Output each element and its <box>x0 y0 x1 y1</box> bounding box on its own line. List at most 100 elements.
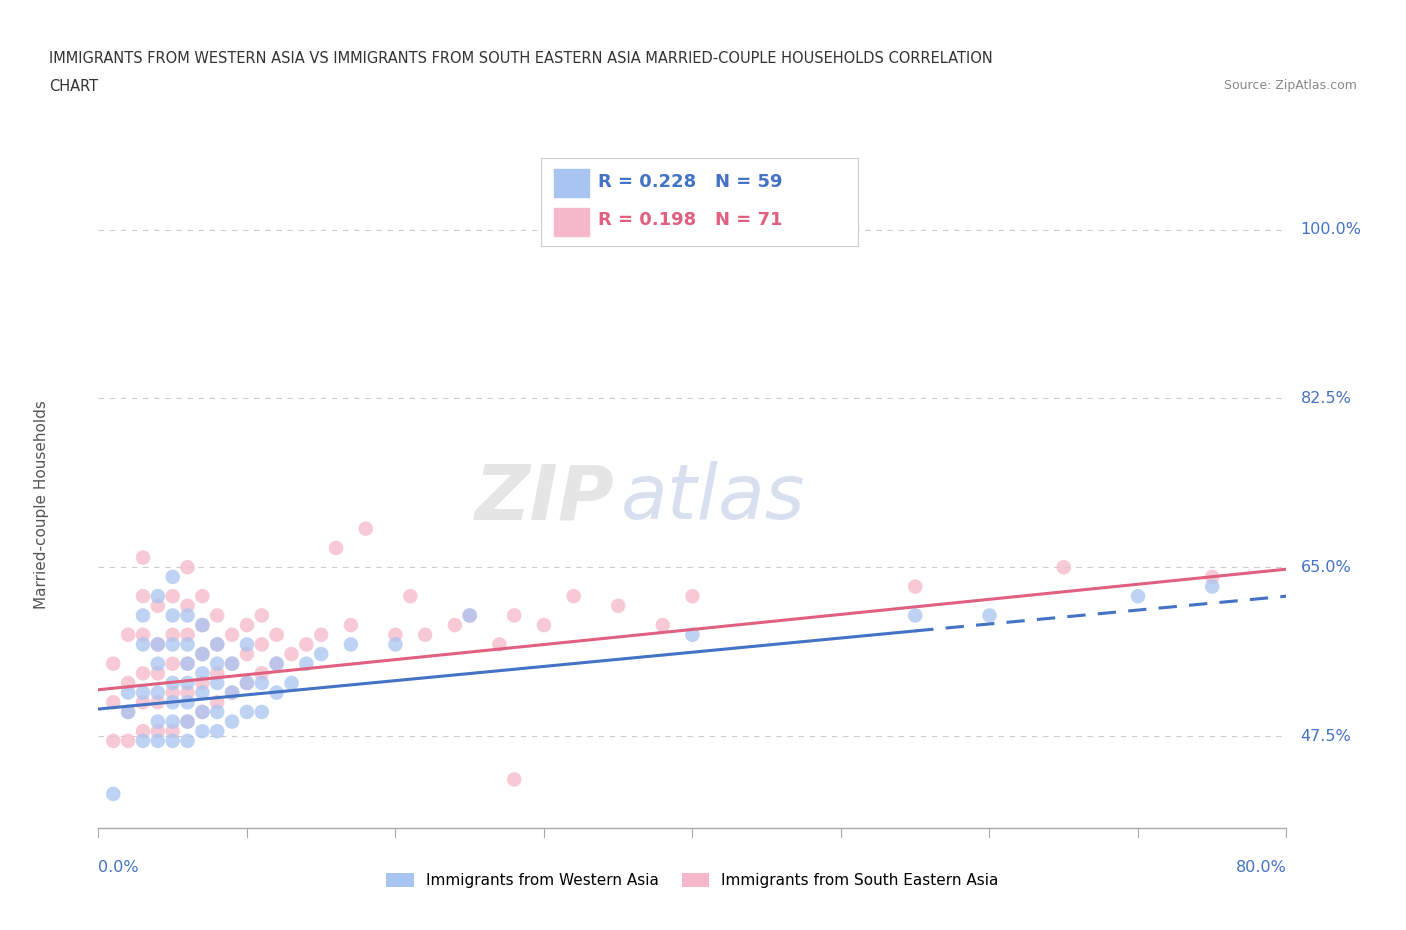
Text: atlas: atlas <box>621 461 806 535</box>
Point <box>236 637 259 652</box>
Point <box>236 646 259 661</box>
Point <box>458 608 481 623</box>
Point <box>325 540 347 555</box>
Point <box>221 714 243 729</box>
Point <box>162 589 184 604</box>
Point <box>146 714 169 729</box>
Text: 82.5%: 82.5% <box>1301 391 1351 405</box>
Point <box>488 637 510 652</box>
Point <box>205 657 228 671</box>
Point <box>146 657 169 671</box>
Point <box>458 608 481 623</box>
Point <box>651 618 673 632</box>
Point <box>205 637 228 652</box>
Point <box>250 705 273 720</box>
Point <box>146 598 169 613</box>
Point <box>205 724 228 738</box>
Point <box>443 618 465 632</box>
Text: Source: ZipAtlas.com: Source: ZipAtlas.com <box>1223 79 1357 92</box>
Point <box>146 666 169 681</box>
Point <box>117 734 139 749</box>
Point <box>176 560 198 575</box>
Point <box>236 675 259 690</box>
Point <box>162 675 184 690</box>
Point <box>103 657 125 671</box>
Point <box>132 589 155 604</box>
Point <box>176 714 198 729</box>
Point <box>295 657 318 671</box>
Point <box>146 685 169 700</box>
Point <box>340 637 363 652</box>
Point <box>176 695 198 710</box>
Point <box>176 675 198 690</box>
Point <box>146 724 169 738</box>
Point <box>413 628 436 643</box>
Point <box>176 714 198 729</box>
Point <box>205 695 228 710</box>
Point <box>384 628 406 643</box>
Point <box>191 705 214 720</box>
Point <box>103 695 125 710</box>
Point <box>354 521 377 536</box>
Bar <box>554 207 589 236</box>
Point <box>132 666 155 681</box>
Point <box>132 637 155 652</box>
Point <box>205 705 228 720</box>
Point <box>132 628 155 643</box>
Point <box>205 608 228 623</box>
Point <box>1201 569 1223 584</box>
Point <box>132 608 155 623</box>
Point <box>132 695 155 710</box>
Point <box>162 724 184 738</box>
Point <box>1126 589 1149 604</box>
Point <box>176 598 198 613</box>
Point <box>280 646 302 661</box>
Point <box>191 618 214 632</box>
Point <box>221 628 243 643</box>
Point <box>191 646 214 661</box>
Point <box>162 657 184 671</box>
Point <box>266 657 288 671</box>
Point <box>146 589 169 604</box>
Point <box>103 734 125 749</box>
Point <box>399 589 422 604</box>
Point <box>191 705 214 720</box>
Point <box>103 787 125 802</box>
Point <box>250 666 273 681</box>
Text: 65.0%: 65.0% <box>1301 560 1351 575</box>
Point <box>503 608 526 623</box>
Point <box>162 714 184 729</box>
Point <box>117 685 139 700</box>
Point <box>176 628 198 643</box>
Point <box>191 675 214 690</box>
Point <box>117 675 139 690</box>
Point <box>176 637 198 652</box>
Point <box>266 628 288 643</box>
Point <box>221 685 243 700</box>
Point <box>205 666 228 681</box>
Point <box>503 772 526 787</box>
Text: 0.0%: 0.0% <box>98 860 139 875</box>
Point <box>904 608 927 623</box>
Point <box>176 608 198 623</box>
Point <box>191 685 214 700</box>
Point <box>681 628 703 643</box>
Point <box>1201 579 1223 594</box>
Point <box>309 646 332 661</box>
Point <box>904 579 927 594</box>
Point <box>266 657 288 671</box>
Text: R = 0.228   N = 59: R = 0.228 N = 59 <box>599 173 783 191</box>
Text: ZIP: ZIP <box>475 461 616 535</box>
Point <box>162 628 184 643</box>
Text: 80.0%: 80.0% <box>1236 860 1286 875</box>
Point <box>146 695 169 710</box>
Point <box>176 657 198 671</box>
Text: Married-couple Households: Married-couple Households <box>34 400 49 609</box>
Point <box>191 666 214 681</box>
Point <box>236 675 259 690</box>
Text: 47.5%: 47.5% <box>1301 728 1351 744</box>
Point <box>176 657 198 671</box>
Point <box>162 734 184 749</box>
Point <box>162 695 184 710</box>
Point <box>221 657 243 671</box>
